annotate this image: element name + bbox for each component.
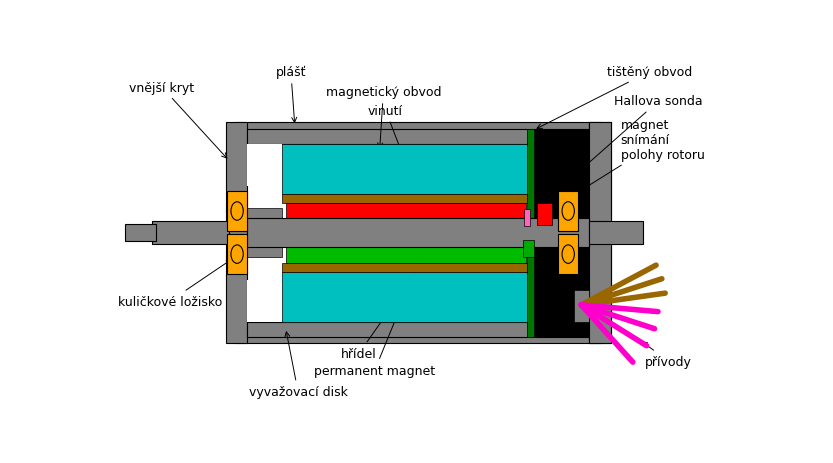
Text: kuličkové ložisko: kuličkové ložisko	[117, 260, 232, 308]
Bar	[247, 280, 282, 322]
Bar	[247, 208, 282, 257]
Bar	[286, 204, 526, 232]
Ellipse shape	[562, 245, 575, 264]
Bar	[589, 123, 611, 344]
Text: plášť: plášť	[276, 66, 306, 123]
Ellipse shape	[231, 245, 243, 264]
Bar	[589, 123, 611, 344]
Bar	[282, 263, 534, 272]
Bar	[282, 144, 534, 194]
Bar	[523, 241, 534, 257]
Text: Hallova sonda: Hallova sonda	[531, 95, 703, 215]
Bar	[534, 144, 589, 322]
Bar	[524, 210, 531, 227]
Bar	[558, 235, 578, 275]
Text: magnetický obvod: magnetický obvod	[326, 86, 441, 149]
Bar	[282, 194, 534, 204]
Ellipse shape	[562, 202, 575, 221]
Bar	[286, 235, 526, 263]
Bar	[558, 192, 578, 232]
Text: vnější kryt: vnější kryt	[129, 81, 227, 159]
Bar	[282, 272, 534, 322]
Bar	[534, 129, 589, 338]
Bar	[247, 219, 589, 248]
Text: tištěný obvod: tištěný obvod	[537, 66, 692, 129]
Text: magnet
snímání
polohy rotoru: magnet snímání polohy rotoru	[547, 119, 705, 212]
Text: přívody: přívody	[642, 342, 692, 368]
Bar	[536, 204, 552, 225]
Text: hřídel: hřídel	[341, 240, 439, 360]
Bar	[226, 123, 247, 344]
Text: vinutí: vinutí	[368, 104, 410, 172]
Ellipse shape	[231, 202, 243, 221]
Bar	[527, 129, 534, 338]
Bar	[126, 225, 157, 242]
Bar	[227, 235, 247, 275]
Bar	[574, 290, 589, 322]
Bar	[247, 129, 589, 144]
Bar	[589, 221, 643, 244]
Text: vyvažovací disk: vyvažovací disk	[249, 332, 347, 399]
Bar	[235, 123, 601, 144]
Bar	[227, 192, 247, 232]
Bar	[152, 221, 229, 244]
Text: permanent magnet: permanent magnet	[314, 250, 435, 377]
Bar	[247, 144, 282, 187]
Bar	[235, 322, 601, 344]
Bar	[247, 322, 589, 338]
